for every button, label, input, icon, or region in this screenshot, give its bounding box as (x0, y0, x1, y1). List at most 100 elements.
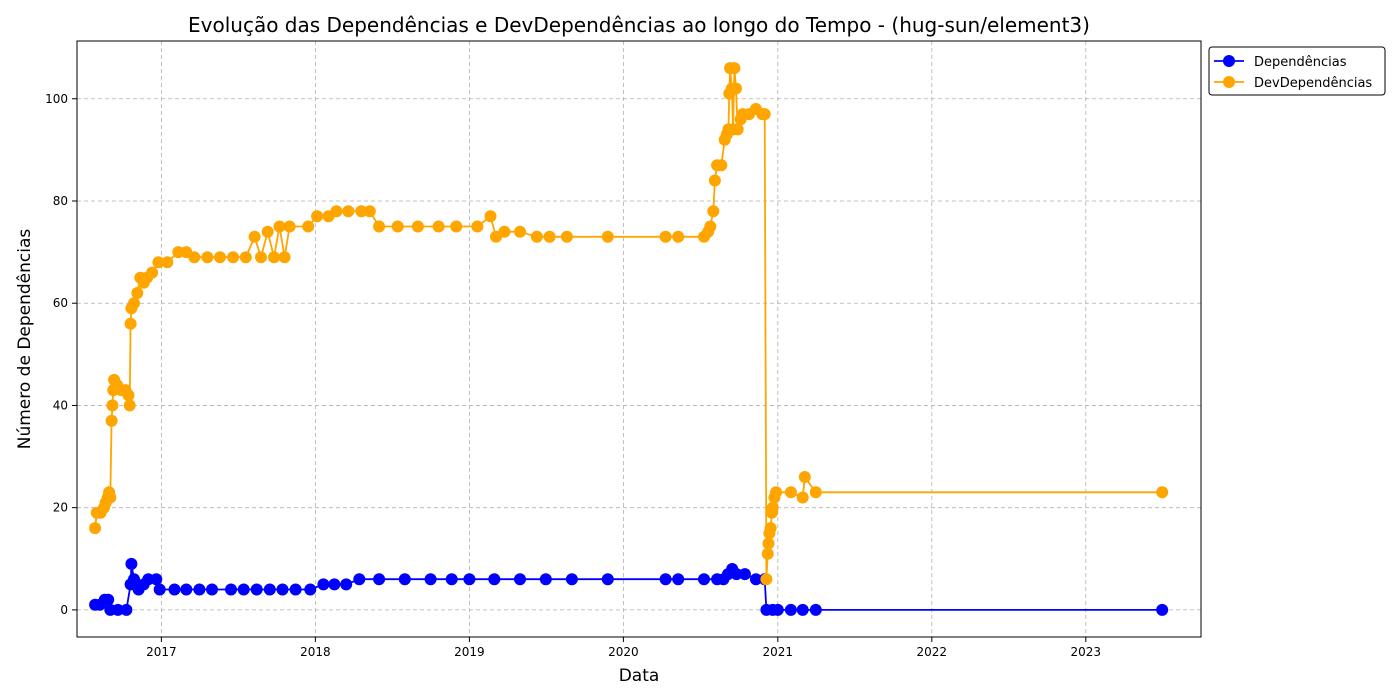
plot-area-frame (76, 40, 1202, 638)
series-2-point (188, 251, 201, 264)
legend-marker (1223, 76, 1235, 88)
series-1-point (672, 573, 685, 586)
series-2-point (758, 108, 771, 121)
series-2-point (342, 205, 355, 218)
series-1-point (289, 583, 302, 596)
series-1-point (771, 603, 784, 616)
series-1-point (150, 573, 163, 586)
series-2-point (514, 225, 526, 238)
series-2-point (432, 220, 445, 233)
y-tick-label: 0 (60, 603, 68, 617)
series-1-point (237, 583, 250, 596)
series-2-point (89, 522, 102, 535)
series-2-point (273, 220, 286, 233)
x-tick-label: 2022 (917, 645, 948, 659)
series-2-point (146, 266, 159, 279)
series-1-point (601, 573, 614, 586)
y-tick-label: 60 (53, 296, 68, 310)
legend: Dependências DevDependências (1208, 46, 1386, 96)
series-2-point (201, 251, 214, 264)
series-2-point (764, 522, 777, 535)
series-1-point (317, 578, 330, 591)
series-2-point (784, 486, 797, 499)
series-2-point (762, 537, 775, 550)
series-1-point (304, 583, 317, 596)
series-2-point (131, 287, 144, 299)
legend-label: Dependências (1254, 55, 1347, 70)
series-2-point (152, 256, 165, 269)
series-2-point (214, 251, 226, 264)
y-tick-label: 80 (53, 194, 68, 208)
x-tick-label: 2018 (300, 645, 331, 659)
series-lines (89, 62, 1169, 616)
series-2-point (1156, 486, 1169, 499)
series-1-point (168, 583, 181, 596)
series-1-point (784, 603, 797, 616)
series-2-point (498, 225, 511, 238)
series-2-point (161, 256, 174, 269)
grid (77, 41, 1201, 637)
series-2-point (707, 205, 720, 218)
series-1-point (340, 578, 353, 591)
series-2 (89, 62, 1169, 586)
series-2-point (330, 205, 343, 218)
series-2-point (122, 389, 135, 402)
series-1-point (424, 573, 437, 586)
series-2-point (798, 471, 811, 483)
series-1-point (539, 573, 552, 586)
series-2-point (239, 251, 252, 264)
series-2-point (471, 220, 484, 233)
series-2-point (484, 210, 497, 223)
series-2-point (760, 573, 773, 586)
x-tick-label: 2020 (608, 645, 639, 659)
series-2-point (543, 230, 556, 243)
series-2-point (411, 220, 424, 233)
series-1-point (225, 583, 237, 596)
series-2-point (227, 251, 240, 264)
y-tick-label: 20 (53, 501, 68, 515)
series-1-point (102, 593, 115, 606)
series-2-point (728, 62, 741, 75)
series-1-point (153, 583, 166, 596)
series-1-point (1156, 603, 1169, 616)
series-2-point (104, 491, 117, 504)
series-1-point (809, 603, 822, 616)
series-1-point (565, 573, 578, 586)
series-2-point (715, 159, 728, 172)
series-2-point (809, 486, 822, 499)
y-axis-label: Número de Dependências (15, 229, 35, 450)
series-1-point (514, 573, 526, 586)
y-axis: 0 20 40 60 80 100 (45, 92, 77, 617)
series-2-point (391, 220, 404, 233)
series-1-point (353, 573, 366, 586)
series-1-point (738, 568, 751, 581)
series-1-point (488, 573, 501, 586)
legend-marker (1223, 55, 1235, 67)
series-2-point (708, 174, 721, 187)
series-1-point (730, 568, 743, 581)
series-1-point (698, 573, 710, 586)
series-1-point (125, 557, 138, 570)
series-2-point (302, 220, 315, 233)
series-2-point (255, 251, 267, 264)
x-axis-label: Data (619, 666, 660, 686)
series-2-point (704, 220, 717, 233)
series-2-point (730, 82, 742, 95)
series-2-point (261, 225, 274, 238)
series-2-point (560, 230, 573, 243)
series-1-point (111, 603, 124, 616)
series-2-point (128, 297, 140, 310)
series-2-point (124, 317, 137, 330)
series-1-point (206, 583, 218, 596)
legend-label: DevDependências (1254, 76, 1372, 91)
series-1-point (328, 578, 341, 591)
series-1-point (263, 583, 276, 596)
series-2-point (766, 501, 779, 514)
series-1-point (128, 573, 140, 586)
chart-title: Evolução das Dependências e DevDependênc… (188, 13, 1090, 37)
series-2-point (796, 491, 809, 504)
series-2-point (106, 399, 119, 412)
series-2-point (355, 205, 368, 218)
series-1-point (749, 573, 762, 586)
